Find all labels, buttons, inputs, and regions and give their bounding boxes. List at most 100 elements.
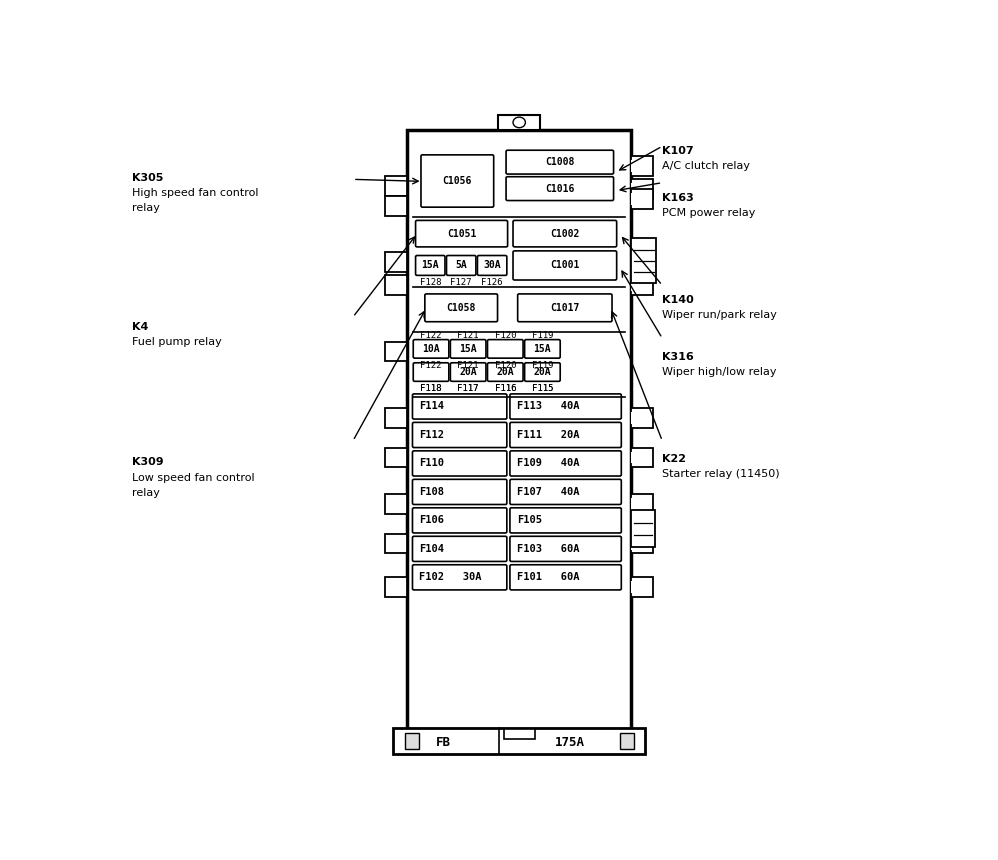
- Bar: [632, 252, 653, 272]
- FancyBboxPatch shape: [412, 565, 507, 590]
- Text: F126: F126: [481, 278, 503, 287]
- FancyBboxPatch shape: [506, 150, 614, 174]
- Text: F106: F106: [419, 515, 444, 525]
- Text: K22: K22: [663, 454, 687, 464]
- Text: C1016: C1016: [545, 184, 575, 194]
- FancyBboxPatch shape: [513, 220, 617, 247]
- FancyBboxPatch shape: [450, 363, 486, 381]
- Bar: [385, 252, 407, 272]
- Text: C1051: C1051: [447, 229, 476, 239]
- Text: F103   60A: F103 60A: [517, 544, 580, 554]
- Bar: [632, 256, 641, 268]
- Text: FB: FB: [436, 735, 451, 749]
- Bar: [632, 180, 653, 200]
- Text: F105: F105: [517, 515, 542, 525]
- Text: F118: F118: [420, 384, 442, 393]
- FancyBboxPatch shape: [506, 176, 614, 200]
- Text: K4: K4: [133, 322, 149, 332]
- Text: F112: F112: [419, 430, 444, 440]
- Bar: [498, 115, 541, 130]
- Text: 20A: 20A: [534, 367, 551, 377]
- Bar: [632, 577, 653, 597]
- Text: F128: F128: [419, 278, 441, 287]
- Text: 15A: 15A: [534, 344, 551, 353]
- FancyBboxPatch shape: [510, 422, 622, 447]
- Text: F108: F108: [419, 487, 444, 497]
- Bar: [396, 180, 406, 192]
- Bar: [632, 157, 653, 176]
- Text: Low speed fan control: Low speed fan control: [133, 473, 255, 482]
- FancyBboxPatch shape: [415, 220, 508, 247]
- FancyBboxPatch shape: [412, 394, 507, 419]
- Text: F118: F118: [420, 384, 442, 393]
- Bar: [620, 733, 634, 749]
- FancyBboxPatch shape: [477, 255, 507, 275]
- Text: C1017: C1017: [550, 303, 580, 313]
- Text: K107: K107: [663, 146, 694, 157]
- Text: 5A: 5A: [455, 261, 467, 270]
- FancyBboxPatch shape: [510, 537, 622, 562]
- Bar: [396, 498, 406, 510]
- Text: F122: F122: [420, 361, 442, 370]
- Bar: [632, 160, 641, 172]
- Text: F113   40A: F113 40A: [517, 402, 580, 411]
- Text: relay: relay: [133, 488, 161, 498]
- Bar: [632, 511, 655, 547]
- Text: 15A: 15A: [421, 261, 439, 270]
- Text: C1001: C1001: [550, 261, 580, 270]
- FancyBboxPatch shape: [412, 537, 507, 562]
- Bar: [393, 728, 646, 754]
- FancyBboxPatch shape: [415, 255, 445, 275]
- Bar: [396, 200, 406, 212]
- Bar: [385, 196, 407, 216]
- Bar: [407, 130, 632, 729]
- Text: K316: K316: [663, 352, 694, 361]
- Text: F116: F116: [495, 384, 516, 393]
- Bar: [385, 577, 407, 597]
- Text: Wiper run/park relay: Wiper run/park relay: [663, 310, 777, 321]
- Text: Starter relay (11450): Starter relay (11450): [663, 470, 779, 479]
- FancyBboxPatch shape: [518, 294, 612, 322]
- Text: 20A: 20A: [459, 367, 477, 377]
- FancyBboxPatch shape: [487, 363, 523, 381]
- Text: C1056: C1056: [443, 176, 472, 186]
- Bar: [385, 408, 407, 427]
- Bar: [396, 256, 406, 268]
- Text: relay: relay: [133, 203, 161, 213]
- Text: Fuel pump relay: Fuel pump relay: [133, 337, 223, 347]
- Text: 15A: 15A: [459, 344, 477, 353]
- Bar: [632, 408, 653, 427]
- Text: 175A: 175A: [555, 735, 585, 749]
- FancyBboxPatch shape: [525, 340, 560, 358]
- FancyBboxPatch shape: [412, 451, 507, 476]
- Bar: [396, 412, 406, 424]
- FancyBboxPatch shape: [412, 507, 507, 533]
- Bar: [396, 538, 406, 550]
- Text: F111   20A: F111 20A: [517, 430, 580, 440]
- FancyBboxPatch shape: [413, 340, 449, 358]
- Text: F107   40A: F107 40A: [517, 487, 580, 497]
- Bar: [396, 280, 406, 292]
- FancyBboxPatch shape: [413, 363, 449, 381]
- Bar: [385, 176, 407, 196]
- Bar: [632, 238, 656, 283]
- Bar: [396, 452, 406, 464]
- Text: F116: F116: [495, 384, 516, 393]
- Text: F120: F120: [495, 330, 516, 340]
- FancyBboxPatch shape: [513, 251, 617, 280]
- Text: 30A: 30A: [483, 261, 501, 270]
- Text: F104: F104: [419, 544, 444, 554]
- Text: F127: F127: [450, 278, 472, 287]
- Text: High speed fan control: High speed fan control: [133, 188, 259, 198]
- FancyBboxPatch shape: [510, 479, 622, 505]
- Text: PCM power relay: PCM power relay: [663, 208, 755, 218]
- Bar: [385, 275, 407, 295]
- Text: F122: F122: [420, 330, 442, 340]
- Bar: [632, 275, 653, 295]
- Bar: [385, 494, 407, 513]
- Text: 20A: 20A: [496, 367, 514, 377]
- Bar: [632, 494, 653, 513]
- Text: F110: F110: [419, 458, 444, 469]
- Bar: [632, 452, 641, 464]
- FancyBboxPatch shape: [446, 255, 476, 275]
